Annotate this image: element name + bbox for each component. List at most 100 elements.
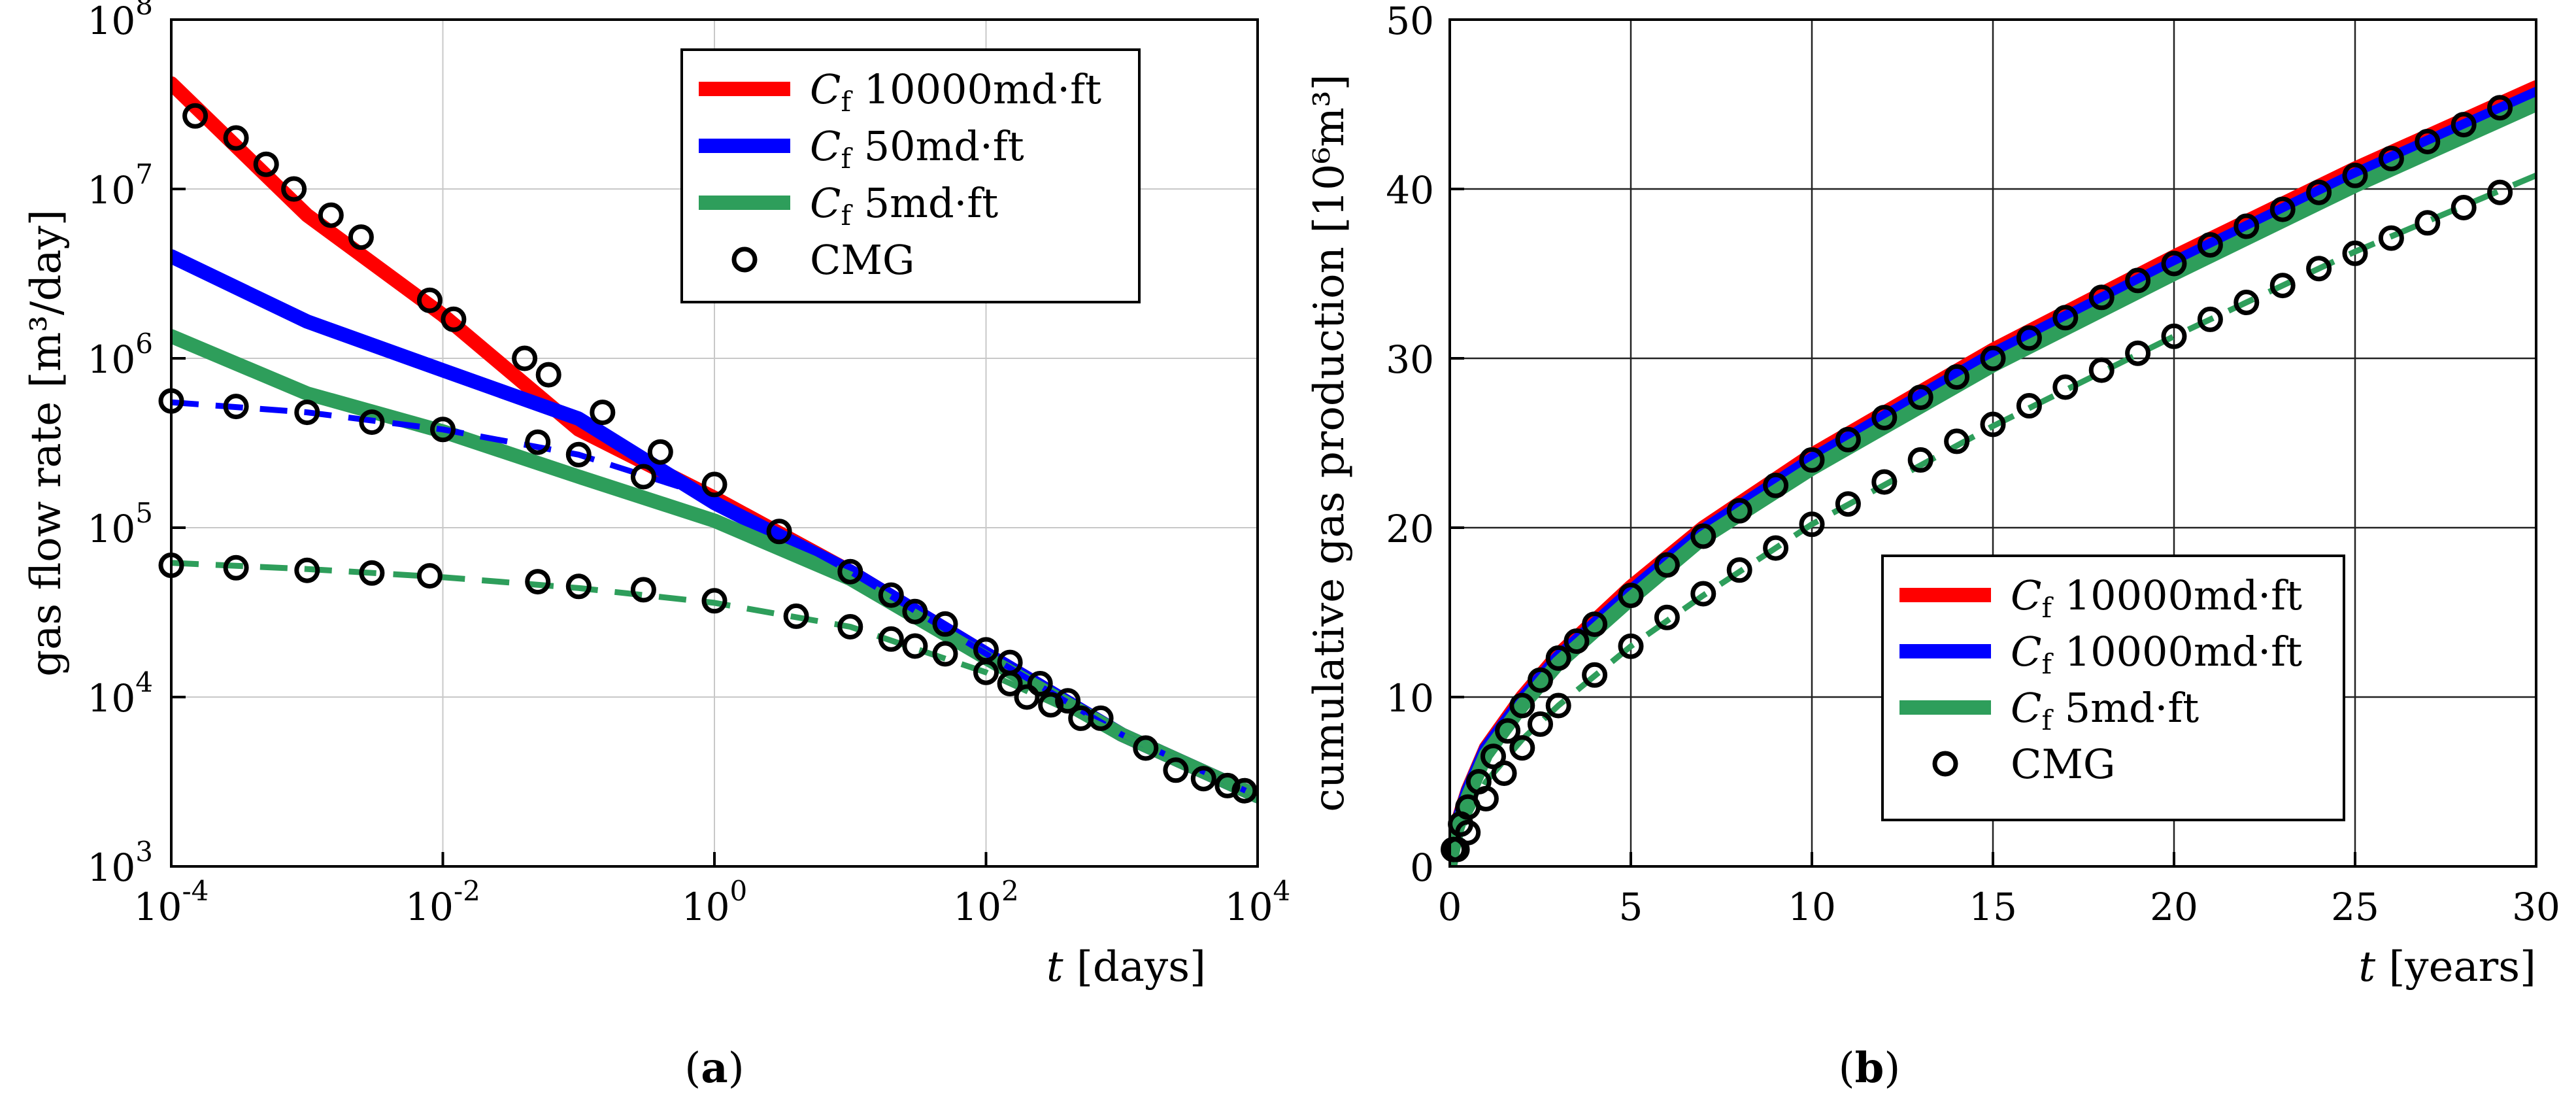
x-tick-label: 30 bbox=[2512, 885, 2560, 929]
cmg-marker bbox=[1980, 345, 2006, 371]
cmg-marker bbox=[766, 519, 792, 545]
y-axis-label: gas flow rate [m³/day] bbox=[22, 209, 71, 676]
cmg-marker bbox=[1509, 735, 1535, 761]
legend-entry-label: Cf 10000md·ft bbox=[2011, 572, 2302, 624]
cmg-marker bbox=[565, 441, 592, 468]
cmg-marker bbox=[2415, 129, 2441, 154]
cmg-marker bbox=[416, 287, 443, 313]
cmg-marker bbox=[932, 611, 958, 637]
cmg-marker bbox=[1528, 711, 1553, 737]
cmg-marker bbox=[2269, 273, 2296, 299]
cmg-marker bbox=[2233, 213, 2260, 239]
cmg-marker bbox=[1582, 662, 1608, 688]
cmg-marker bbox=[1799, 511, 1825, 537]
x-tick-label: 10 bbox=[1788, 885, 1836, 929]
cmg-marker bbox=[1980, 411, 2006, 437]
cmg-marker bbox=[1545, 645, 1571, 671]
cmg-marker bbox=[2306, 256, 2332, 282]
y-tick-label: 50 bbox=[1386, 0, 1434, 43]
cmg-marker bbox=[1509, 692, 1535, 719]
cmg-marker bbox=[2342, 240, 2368, 266]
y-tick-label: 108 bbox=[87, 0, 153, 43]
cmg-marker bbox=[2415, 210, 2441, 236]
cmg-marker bbox=[1726, 498, 1752, 524]
cmg-marker bbox=[525, 569, 551, 595]
cmg-marker bbox=[701, 471, 728, 498]
cmg-marker bbox=[1190, 766, 1216, 792]
cmg-marker bbox=[2161, 323, 2187, 349]
legend-entry-label: Cf 50md·ft bbox=[810, 122, 1024, 175]
cmg-marker bbox=[2088, 284, 2115, 311]
legend-entry-label: Cf 10000md·ft bbox=[2011, 628, 2302, 680]
cmg-marker bbox=[902, 633, 928, 659]
series-line-4 bbox=[171, 560, 1258, 799]
panel-b: 0 5 10 15 20 25 30 0 10 20 30 40 50 t [years] cumulati… bbox=[1305, 0, 2560, 1093]
cmg-marker bbox=[783, 603, 809, 629]
cmg-marker bbox=[2487, 95, 2513, 121]
cmg-marker bbox=[2016, 325, 2042, 351]
x-tick-label: 0 bbox=[1438, 885, 1462, 929]
cmg-marker bbox=[281, 176, 307, 202]
y-tick-label: 104 bbox=[87, 666, 153, 721]
cmg-marker bbox=[2306, 179, 2332, 205]
cmg-marker bbox=[973, 659, 999, 685]
panel-a: 10-4 10-2 100 102 104 103 104 105 106 107 108 t [da… bbox=[22, 0, 1290, 1093]
cmg-marker bbox=[1654, 552, 1680, 578]
cmg-marker bbox=[878, 626, 904, 652]
cmg-marker bbox=[2378, 145, 2404, 171]
y-tick-label: 105 bbox=[87, 497, 153, 551]
cmg-marker bbox=[590, 400, 616, 426]
cmg-marker bbox=[535, 362, 561, 388]
cmg-marker bbox=[1582, 611, 1608, 638]
cmg-marker bbox=[1835, 426, 1861, 452]
legend-swatch-marker bbox=[731, 247, 758, 273]
cmg-marker bbox=[932, 641, 958, 667]
y-tick-label: 20 bbox=[1386, 507, 1434, 551]
cmg-marker bbox=[430, 417, 456, 443]
y-tick-label: 40 bbox=[1386, 168, 1434, 213]
x-tick-label: 15 bbox=[1969, 885, 2017, 929]
cmg-marker bbox=[348, 224, 374, 250]
cmg-marker bbox=[630, 577, 656, 603]
cmg-markers bbox=[158, 103, 1258, 804]
cmg-marker bbox=[2269, 196, 2296, 222]
cmg-marker bbox=[2016, 393, 2042, 418]
legend-entry-label: Cf 10000md·ft bbox=[810, 65, 1101, 118]
cmg-marker bbox=[1163, 757, 1189, 783]
cmg-marker bbox=[1528, 667, 1553, 693]
cmg-marker bbox=[1763, 535, 1789, 561]
cmg-marker bbox=[1495, 718, 1521, 744]
cmg-marker bbox=[1871, 405, 1898, 431]
cmg-marker bbox=[1944, 364, 1970, 390]
cmg-marker bbox=[1799, 447, 1825, 473]
cmg-marker bbox=[630, 464, 656, 490]
y-tick-label: 10 bbox=[1386, 676, 1434, 721]
cmg-marker bbox=[2197, 306, 2223, 332]
x-tick-label: 102 bbox=[953, 875, 1019, 929]
cmg-marker bbox=[2125, 340, 2151, 366]
series-line-3 bbox=[171, 399, 1258, 799]
cmg-marker bbox=[441, 306, 467, 332]
cmg-marker bbox=[2088, 357, 2115, 383]
cmg-marker bbox=[1907, 447, 1933, 473]
y-tick-label: 0 bbox=[1410, 845, 1434, 890]
cmg-marker bbox=[2052, 374, 2079, 400]
y-tick-label: 106 bbox=[87, 328, 153, 382]
cmg-marker bbox=[1726, 557, 1752, 583]
cmg-marker bbox=[1055, 688, 1081, 714]
cmg-marker bbox=[1564, 628, 1590, 654]
cmg-marker bbox=[1835, 491, 1861, 517]
cmg-marker bbox=[1014, 684, 1040, 710]
cmg-marker bbox=[223, 125, 249, 151]
cmg-marker bbox=[294, 400, 320, 426]
cmg-marker bbox=[223, 554, 249, 581]
cmg-marker bbox=[359, 560, 385, 586]
cmg-marker bbox=[1763, 472, 1789, 498]
cmg-marker bbox=[2451, 195, 2477, 220]
cmg-marker bbox=[1618, 583, 1644, 609]
cmg-marker bbox=[223, 394, 249, 420]
cmg-marker bbox=[1473, 785, 1499, 811]
x-axis-label: t [years] bbox=[2358, 943, 2536, 991]
